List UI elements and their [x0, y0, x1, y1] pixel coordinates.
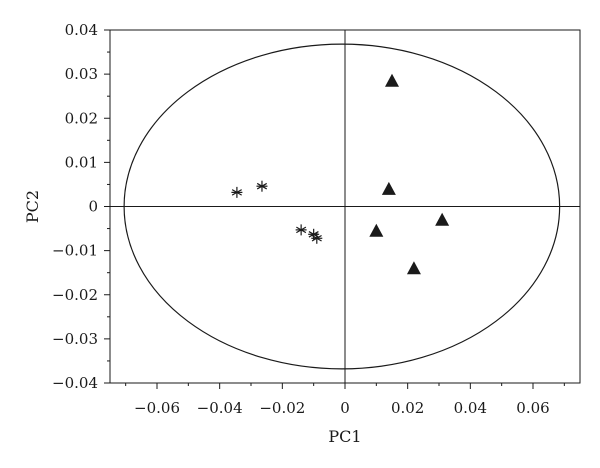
reference-lines: [110, 30, 580, 383]
x-tick-label: 0.02: [391, 399, 424, 417]
confidence-ellipse: [123, 43, 561, 370]
x-tick-label: 0: [340, 399, 350, 417]
y-axis-title: PC2: [23, 190, 42, 223]
x-tick-label: −0.04: [197, 399, 243, 417]
asterisk-point: [256, 180, 268, 192]
asterisk-point: [231, 186, 243, 198]
x-axis-title: PC1: [328, 427, 361, 446]
y-tick-label: −0.03: [52, 330, 98, 348]
triangle-point: [406, 261, 421, 275]
x-tick-label: 0.04: [454, 399, 487, 417]
y-tick-label: −0.01: [52, 242, 98, 260]
y-tick-label: 0.02: [65, 109, 98, 127]
plot-area-frame: [109, 29, 581, 384]
asterisk-point: [295, 224, 307, 236]
y-tick-label: −0.04: [52, 374, 98, 392]
triangle-point: [435, 212, 450, 226]
y-tick-label: 0.01: [65, 153, 98, 171]
x-tick-label: 0.06: [516, 399, 549, 417]
y-tick-label: 0: [88, 198, 98, 216]
confidence-ellipse-group: [123, 43, 561, 370]
y-tick-label: −0.02: [52, 286, 98, 304]
triangle-point: [381, 181, 396, 195]
asterisk-point: [311, 232, 323, 244]
tick-marks: [104, 29, 565, 389]
x-tick-label: −0.06: [134, 399, 180, 417]
triangle-point: [369, 223, 384, 237]
tick-labels: −0.06 −0.04 −0.02 0 0.02 0.04 0.06 −0.04 −0.03 −0…: [52, 21, 550, 417]
x-tick-label: −0.02: [259, 399, 305, 417]
triangle-point: [385, 73, 399, 87]
y-tick-label: 0.03: [65, 65, 98, 83]
y-tick-label: 0.04: [65, 21, 98, 39]
data-points: [231, 73, 450, 275]
